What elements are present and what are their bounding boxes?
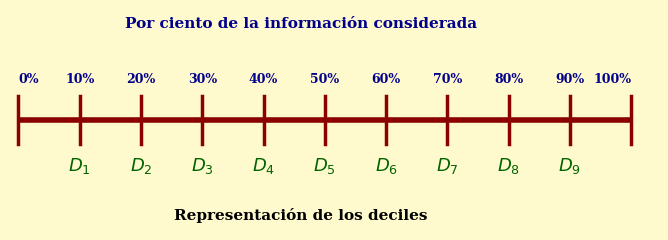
Text: 20%: 20% [126,73,156,86]
Text: 0%: 0% [19,73,39,86]
Text: 90%: 90% [555,73,584,86]
Text: $D_{2}$: $D_{2}$ [130,156,152,176]
Text: 40%: 40% [249,73,278,86]
Text: 10%: 10% [65,73,94,86]
Text: $D_{8}$: $D_{8}$ [497,156,520,176]
Text: Representación de los deciles: Representación de los deciles [174,208,428,223]
Text: $D_{9}$: $D_{9}$ [558,156,581,176]
Text: $D_{7}$: $D_{7}$ [436,156,459,176]
Text: $D_{3}$: $D_{3}$ [191,156,214,176]
Text: $D_{6}$: $D_{6}$ [375,156,397,176]
Text: $D_{4}$: $D_{4}$ [252,156,275,176]
Text: 70%: 70% [433,73,462,86]
Text: 60%: 60% [371,73,401,86]
Text: 50%: 50% [310,73,339,86]
Text: 80%: 80% [494,73,523,86]
Text: 30%: 30% [188,73,217,86]
Text: Por ciento de la información considerada: Por ciento de la información considerada [124,17,477,31]
Text: $D_{1}$: $D_{1}$ [68,156,91,176]
Text: $D_{5}$: $D_{5}$ [313,156,336,176]
Text: 100%: 100% [593,73,631,86]
